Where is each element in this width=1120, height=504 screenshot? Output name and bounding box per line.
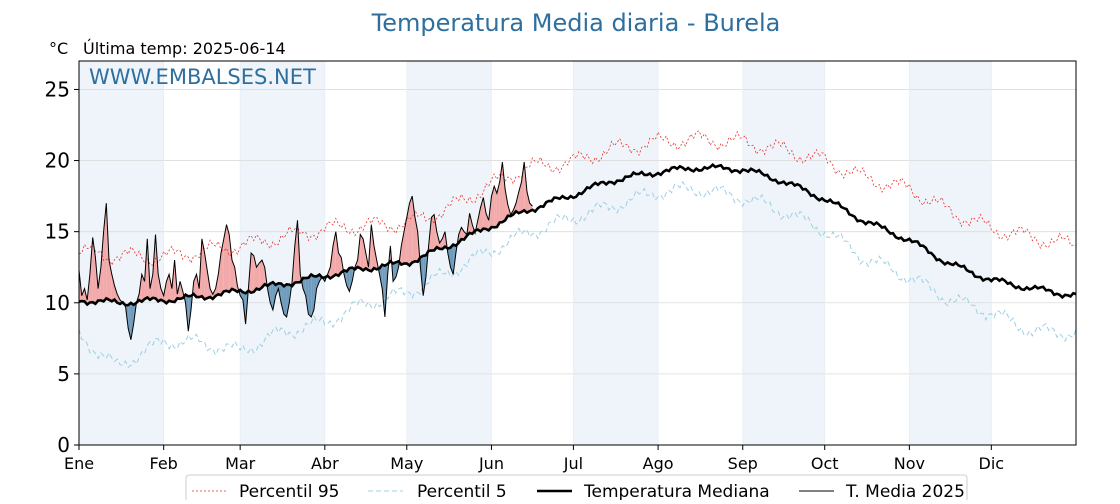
watermark: WWW.EMBALSES.NET [89, 65, 316, 89]
y-tick-label: 5 [57, 362, 70, 386]
legend-label-p95: Percentil 95 [239, 482, 339, 500]
last-temp-label: Última temp: 2025-06-14 [83, 39, 286, 58]
x-tick-label: Dic [979, 454, 1005, 473]
x-tick-label: Jun [478, 454, 504, 473]
fill-above-median [410, 196, 413, 265]
fill-below-median [284, 284, 287, 317]
x-tick-label: Sep [728, 454, 758, 473]
y-tick-label: 20 [45, 149, 70, 173]
x-tick-label: Nov [894, 454, 925, 473]
x-tick-label: Feb [150, 454, 178, 473]
unit-label: °C [49, 39, 68, 58]
x-tick-label: May [390, 454, 423, 473]
fill-above-median [431, 215, 434, 251]
chart-title: Temperatura Media diaria - Burela [371, 9, 781, 37]
month-band-Nov [909, 61, 991, 445]
y-tick-label: 25 [45, 77, 70, 101]
legend-label-current: T. Media 2025 [845, 482, 965, 500]
x-tick-label: Mar [225, 454, 256, 473]
fill-above-median [251, 253, 254, 293]
x-tick-label: Abr [311, 454, 339, 473]
x-tick-label: Ago [643, 454, 674, 473]
legend-label-p5: Percentil 5 [417, 482, 507, 500]
fill-above-median [259, 260, 262, 290]
y-tick-label: 10 [45, 291, 70, 315]
x-tick-label: Oct [811, 454, 839, 473]
fill-above-median [360, 235, 363, 271]
x-axis: Ene Feb Mar Abr May Jun Jul Ago Sep Oct Nov Dic [64, 445, 1004, 473]
x-tick-label: Jul [563, 454, 583, 473]
month-band-Mar [240, 61, 325, 445]
y-tick-label: 15 [45, 220, 70, 244]
x-tick-label: Ene [64, 454, 94, 473]
month-band-Sep [743, 61, 825, 445]
month-band-Jul [573, 61, 658, 445]
fill-below-median [308, 275, 311, 318]
legend: Percentil 95 Percentil 5 Temperatura Media… [186, 475, 967, 500]
legend-label-median: Temperatura Mediana [583, 482, 770, 500]
